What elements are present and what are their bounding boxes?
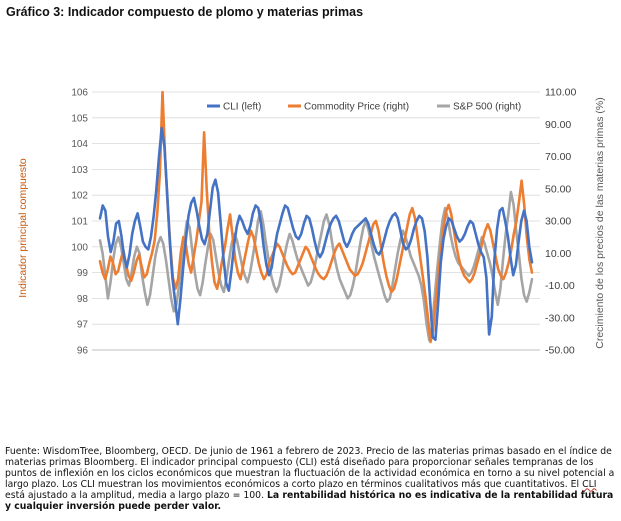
legend-label: CLI (left) — [223, 102, 261, 113]
caption-disclaimer: La rentabilidad histórica no es indicati… — [5, 489, 614, 512]
left-axis-label: Indicador principal compuesto — [17, 158, 29, 298]
left-tick-label: 96 — [77, 346, 89, 357]
left-tick-label: 105 — [71, 113, 88, 124]
right-tick-label: 70.00 — [545, 151, 571, 163]
left-tick-label: 99 — [77, 268, 89, 279]
right-axis-label: Crecimiento de los precios de las materi… — [594, 97, 606, 349]
left-tick-label: 103 — [71, 165, 88, 176]
series-line-0 — [98, 126, 534, 342]
left-tick-label: 101 — [71, 217, 88, 228]
legend-label: S&P 500 (right) — [453, 102, 521, 113]
right-tick-label: 110.00 — [545, 87, 576, 99]
chart-container: 96 97 98 99 100 101 102 103 104 105 106 -50.00 -30.… — [0, 60, 621, 380]
left-tick-label: 100 — [71, 242, 88, 253]
gridlines — [92, 91, 540, 351]
source-caption: Fuente: WisdomTree, Bloomberg, OECD. De … — [5, 446, 615, 512]
left-tick-label: 98 — [77, 294, 89, 305]
right-tick-label: -50.00 — [545, 345, 575, 357]
legend-label: Commodity Price (right) — [304, 102, 409, 113]
caption-cli-underlined: CLI — [582, 478, 597, 490]
right-tick-label: 10.00 — [545, 248, 571, 260]
left-axis-ticks: 96 97 98 99 100 101 102 103 104 105 106 — [71, 88, 88, 357]
left-tick-label: 104 — [71, 139, 88, 150]
legend: CLI (left) Commodity Price (right) S&P 500… — [207, 102, 521, 113]
right-tick-label: 30.00 — [545, 216, 571, 228]
left-tick-label: 102 — [71, 191, 88, 202]
right-axis-ticks: -50.00 -30.00 -10.00 10.00 30.00 50.00 70.00 90… — [545, 87, 576, 357]
left-tick-label: 97 — [77, 320, 89, 331]
right-tick-label: 50.00 — [545, 183, 571, 195]
series-line-1 — [98, 90, 534, 344]
right-tick-label: 90.00 — [545, 119, 571, 131]
left-tick-label: 106 — [71, 88, 88, 99]
figure-title: Gráfico 3: Indicador compuesto de plomo … — [6, 5, 364, 19]
line-chart: 96 97 98 99 100 101 102 103 104 105 106 -50.00 -30.… — [17, 87, 606, 357]
right-tick-label: -10.00 — [545, 280, 575, 292]
caption-text-1: Fuente: WisdomTree, Bloomberg, OECD. De … — [5, 446, 615, 490]
caption-text-2: está ajustado a la amplitud, media a lar… — [5, 489, 267, 501]
series-layer — [98, 90, 534, 344]
right-tick-label: -30.00 — [545, 312, 575, 324]
